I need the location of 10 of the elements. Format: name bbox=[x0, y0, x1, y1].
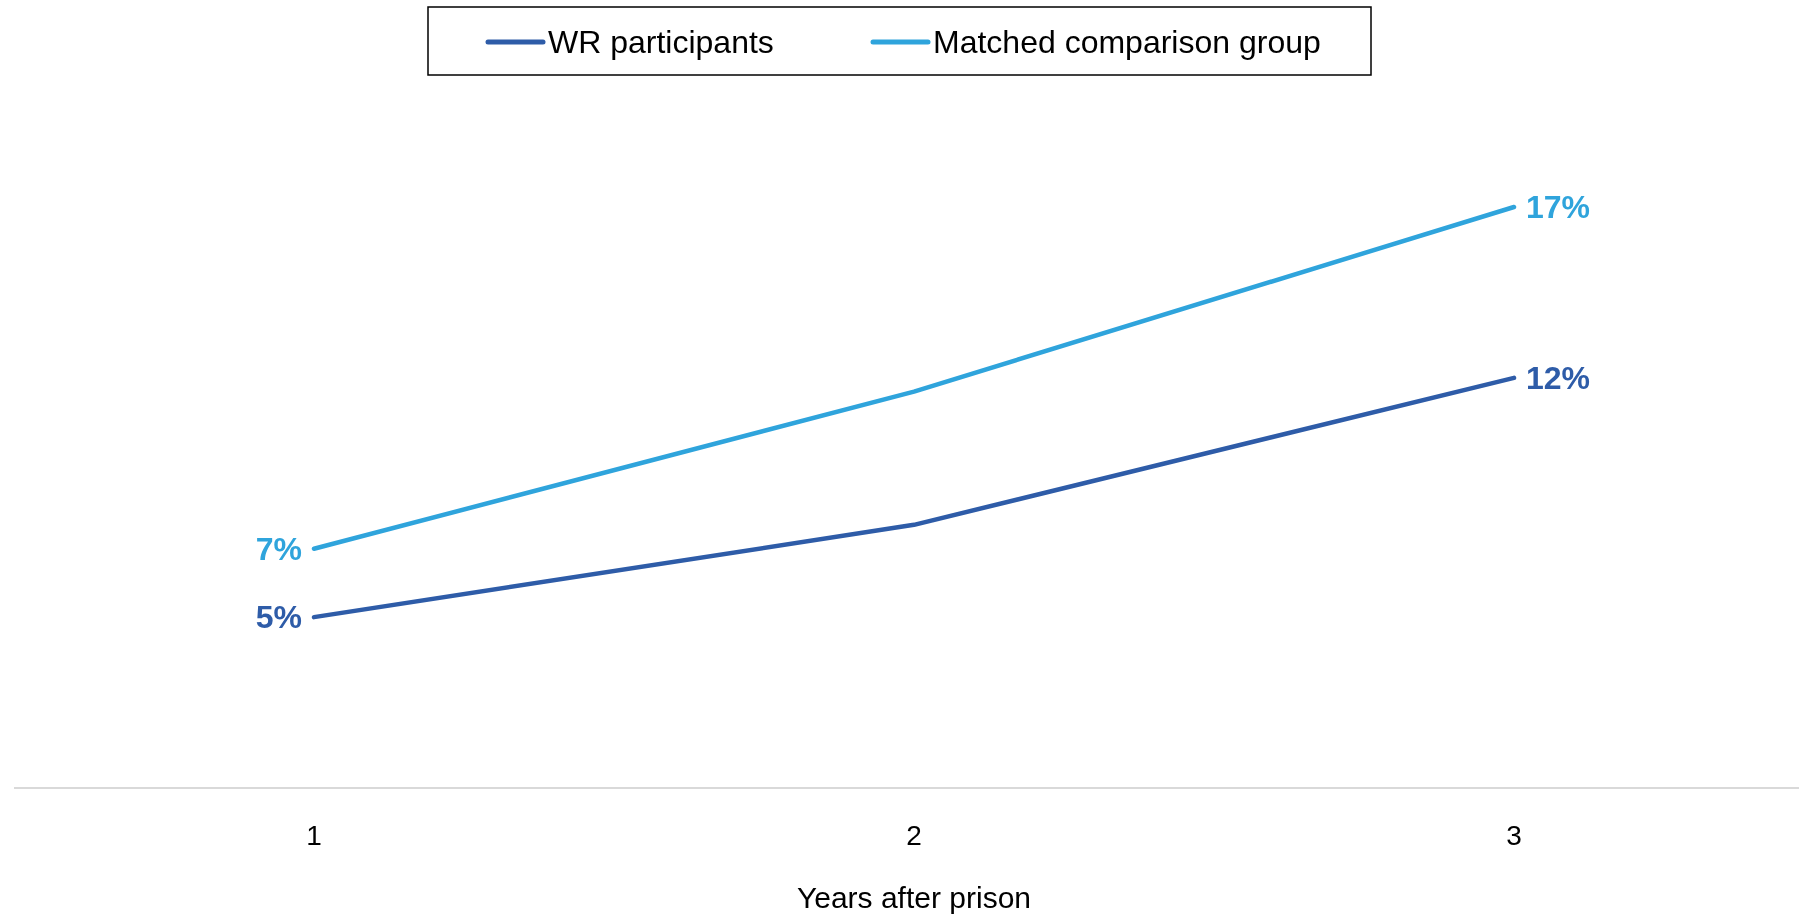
data-label: 7% bbox=[255, 530, 302, 567]
x-axis-title: Years after prison bbox=[796, 881, 1032, 914]
x-tick-label: 3 bbox=[1506, 820, 1522, 851]
data-label: 5% bbox=[255, 599, 302, 636]
data-label: 12% bbox=[1526, 360, 1591, 397]
legend-label: Matched comparison group bbox=[933, 24, 1321, 61]
x-tick-label: 2 bbox=[906, 820, 922, 851]
legend-label: WR participants bbox=[548, 24, 774, 61]
data-label: 17% bbox=[1526, 189, 1591, 226]
x-tick-label: 1 bbox=[306, 820, 322, 851]
